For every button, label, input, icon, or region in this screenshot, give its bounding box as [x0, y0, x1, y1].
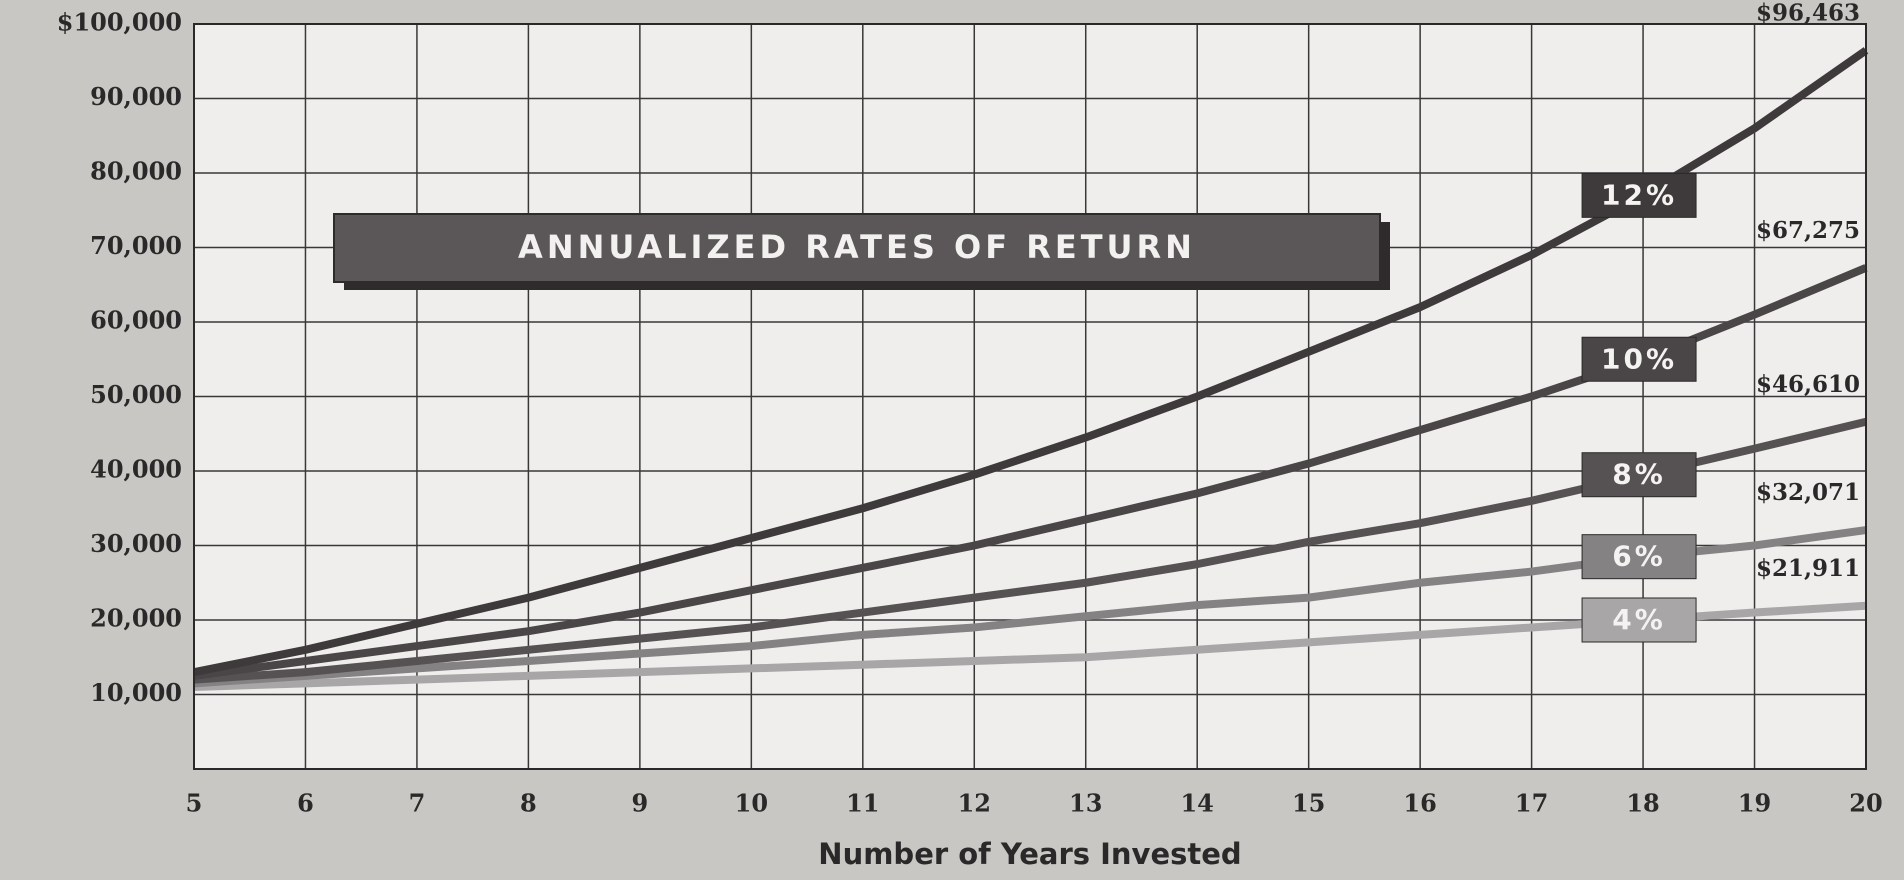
x-tick-label: 14 [1180, 789, 1213, 818]
series-tag [1581, 172, 1697, 218]
plot-frame [193, 23, 1867, 770]
x-tick-label: 8 [520, 789, 537, 818]
y-tick-label: 60,000 [90, 306, 182, 335]
data-label: $46,610 [1756, 371, 1860, 398]
data-label: $21,911 [1756, 555, 1860, 582]
x-tick-label: 12 [958, 789, 991, 818]
y-tick-label: 50,000 [90, 380, 182, 409]
legend-label: 6% [1612, 540, 1666, 573]
series-line [193, 47, 1869, 677]
data-label: $96,463 [1756, 0, 1860, 26]
grid [193, 23, 1867, 769]
legend-label: 4% [1612, 603, 1666, 636]
x-tick-label: 17 [1515, 789, 1548, 818]
legend-label: 8% [1612, 458, 1666, 491]
x-tick-label: 11 [846, 789, 879, 818]
y-tick-label: 20,000 [90, 604, 182, 633]
y-tick-label: $100,000 [57, 8, 182, 37]
series-tag [1581, 534, 1697, 580]
data-label: $67,275 [1756, 217, 1860, 244]
x-tick-label: 18 [1626, 789, 1659, 818]
x-axis-label: Number of Years Invested [818, 837, 1241, 871]
series-tag [1581, 597, 1697, 643]
title-box [333, 213, 1381, 283]
legend-label: 12% [1601, 178, 1677, 211]
x-tick-label: 7 [409, 789, 426, 818]
y-tick-label: 70,000 [90, 231, 182, 260]
chart-title: ANNUALIZED RATES OF RETURN [518, 228, 1196, 266]
y-tick-label: 90,000 [90, 82, 182, 111]
x-tick-label: 16 [1403, 789, 1436, 818]
y-tick-label: 30,000 [90, 529, 182, 558]
x-tick-label: 10 [735, 789, 768, 818]
y-tick-label: 80,000 [90, 157, 182, 186]
x-tick-label: 20 [1849, 789, 1882, 818]
x-tick-label: 6 [297, 789, 314, 818]
series-tag [1581, 452, 1697, 498]
series-tag [1581, 336, 1697, 382]
y-tick-label: 10,000 [90, 678, 182, 707]
y-tick-label: 40,000 [90, 455, 182, 484]
x-tick-label: 19 [1738, 789, 1771, 818]
legend-label: 10% [1601, 342, 1677, 375]
data-label: $32,071 [1756, 479, 1860, 506]
x-tick-label: 15 [1292, 789, 1325, 818]
x-tick-label: 13 [1069, 789, 1102, 818]
x-tick-label: 9 [632, 789, 649, 818]
x-tick-label: 5 [186, 789, 203, 818]
